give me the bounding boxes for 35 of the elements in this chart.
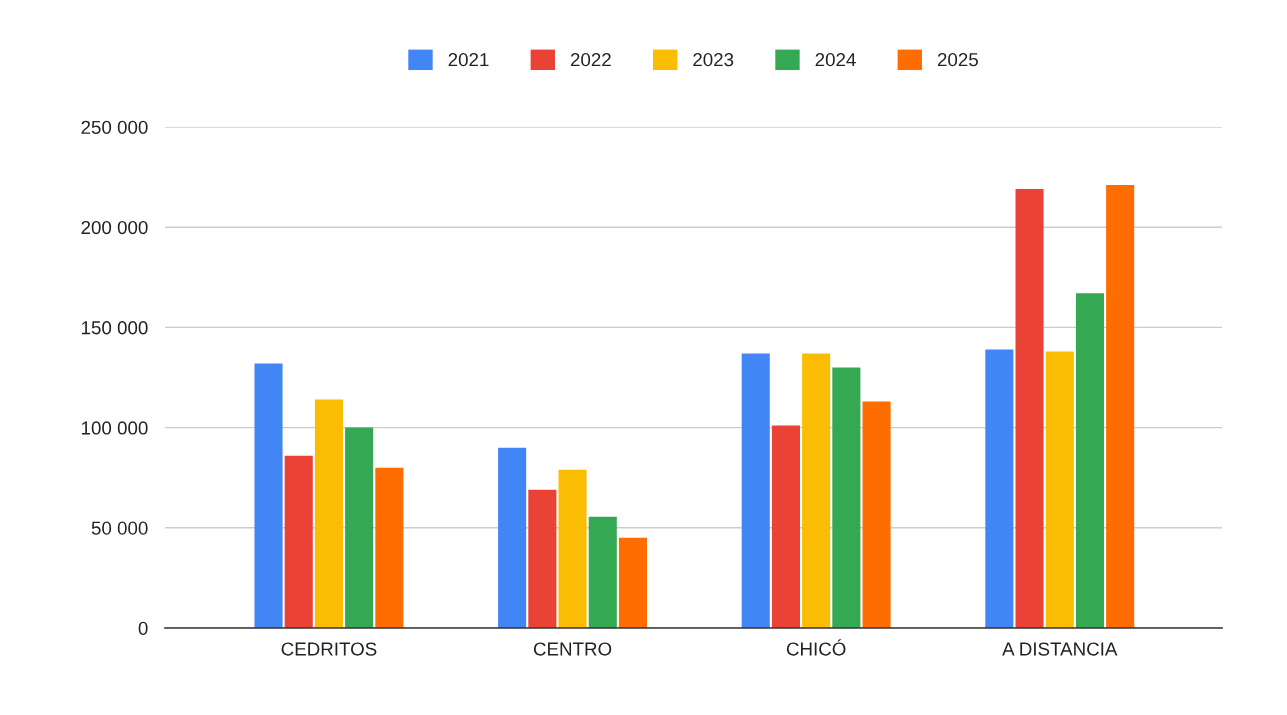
bar	[345, 427, 374, 628]
bar	[862, 401, 891, 628]
bar	[985, 349, 1014, 628]
bar	[558, 469, 587, 628]
bar	[314, 399, 343, 628]
bar	[284, 455, 313, 628]
y-tick-label: 50 000	[91, 521, 148, 535]
x-tick-label: CEDRITOS	[281, 642, 377, 656]
x-tick-label: CHICÓ	[786, 639, 846, 656]
legend-label: 2024	[815, 53, 856, 67]
bar	[254, 363, 283, 628]
legend-label: 2021	[448, 53, 489, 67]
bar	[1015, 189, 1044, 628]
y-tick-label: 100 000	[81, 421, 148, 435]
y-tick-label: 0	[138, 621, 148, 635]
legend-label: 2025	[937, 53, 978, 67]
bar	[618, 537, 648, 628]
bar	[771, 425, 800, 628]
y-tick-label: 150 000	[81, 321, 148, 335]
bar	[1045, 351, 1074, 628]
bar	[498, 447, 527, 628]
y-tick-label: 250 000	[81, 120, 148, 134]
bar	[375, 467, 404, 628]
x-tick-label: CENTRO	[533, 642, 612, 656]
bar	[528, 489, 557, 628]
bar	[1106, 185, 1135, 628]
legend-label: 2022	[570, 53, 611, 67]
bar	[588, 516, 617, 628]
x-tick-label: A DISTANCIA	[1002, 642, 1118, 656]
bar	[1075, 293, 1105, 628]
bar	[741, 353, 770, 628]
bar	[802, 353, 831, 628]
legend-label: 2023	[693, 53, 734, 67]
y-tick-label: 200 000	[81, 220, 148, 235]
bar	[832, 367, 861, 628]
